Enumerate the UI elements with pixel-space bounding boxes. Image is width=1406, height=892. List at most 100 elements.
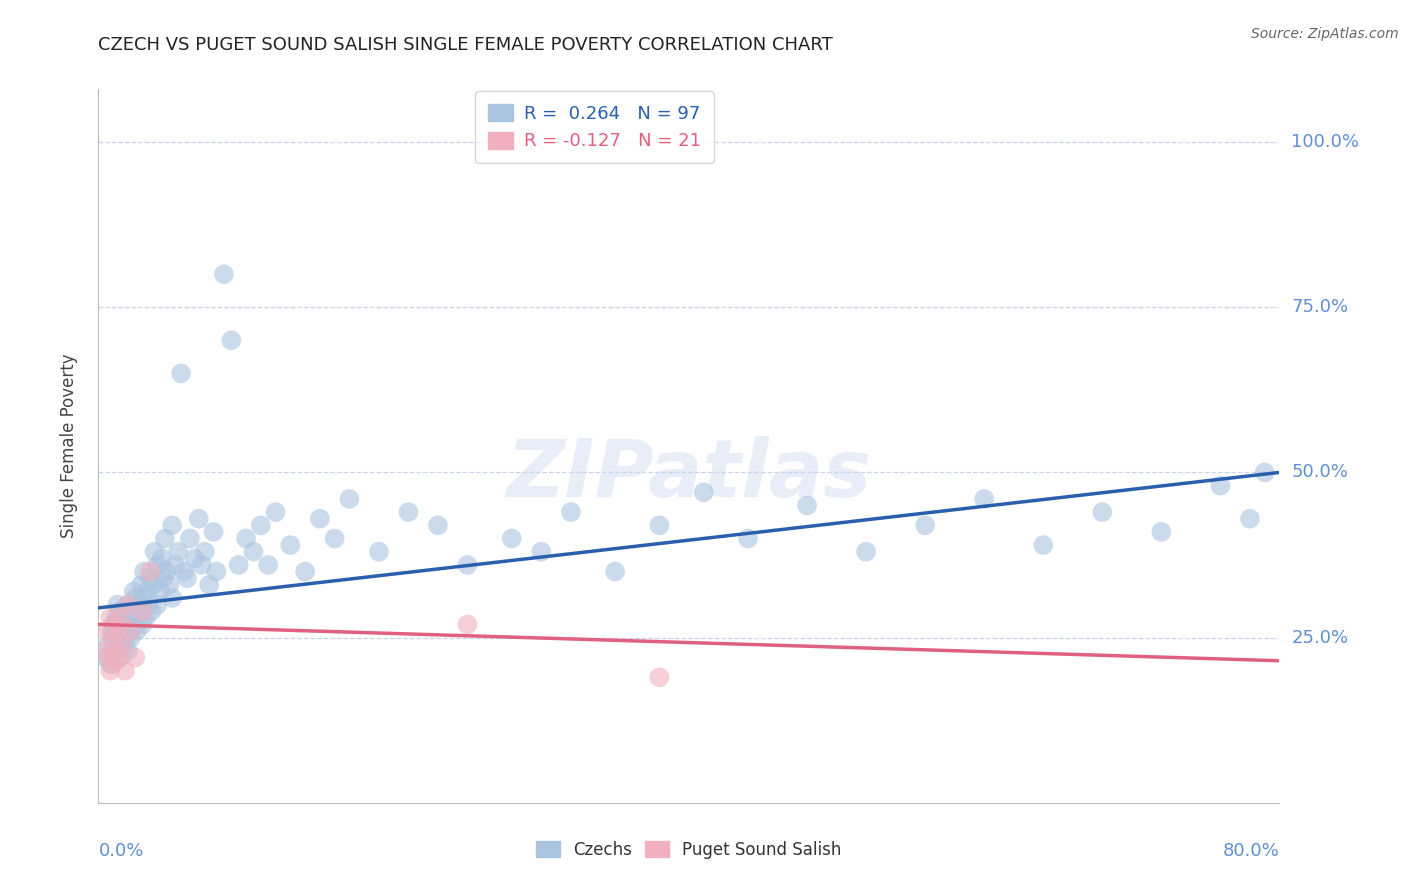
Point (309, 511, 332, 525)
Point (1239, 511, 1261, 525)
Point (103, 657, 125, 671)
Point (132, 617, 155, 632)
Point (264, 505, 287, 519)
Point (94, 650, 117, 665)
Text: ZIPatlas: ZIPatlas (506, 435, 872, 514)
Point (100, 624, 122, 638)
Point (191, 558, 214, 572)
Point (128, 604, 150, 618)
Text: 75.0%: 75.0% (1291, 298, 1348, 317)
Point (132, 604, 155, 618)
Point (97, 637, 120, 651)
Point (100, 631, 122, 645)
Point (108, 624, 131, 638)
Point (167, 545, 190, 559)
Point (198, 578, 221, 592)
Point (973, 491, 995, 506)
Point (98, 657, 121, 671)
Point (129, 578, 152, 592)
Point (737, 532, 759, 546)
Point (176, 571, 198, 585)
Point (337, 491, 360, 506)
Point (250, 518, 273, 533)
Point (143, 545, 166, 559)
Point (150, 551, 173, 566)
Point (139, 565, 162, 579)
Text: 25.0%: 25.0% (1291, 629, 1348, 647)
Point (1032, 538, 1054, 552)
Point (165, 558, 187, 572)
Point (368, 545, 391, 559)
Point (121, 611, 143, 625)
Point (142, 578, 165, 592)
Point (212, 267, 235, 281)
Point (96, 624, 118, 638)
Point (456, 617, 478, 632)
Point (605, 565, 627, 579)
Point (914, 518, 936, 533)
Point (162, 591, 183, 605)
Point (135, 611, 157, 625)
Point (107, 598, 129, 612)
Point (141, 604, 163, 618)
Point (114, 664, 136, 678)
Point (187, 511, 209, 525)
Point (103, 617, 125, 632)
Point (132, 591, 155, 605)
Point (179, 532, 201, 546)
Point (117, 644, 139, 658)
Point (117, 598, 139, 612)
Point (120, 631, 142, 645)
Point (97, 650, 120, 665)
Point (153, 532, 176, 546)
Point (194, 545, 217, 559)
Point (162, 518, 183, 533)
Point (94, 644, 117, 658)
Point (120, 624, 142, 638)
Text: 80.0%: 80.0% (1223, 842, 1279, 860)
Point (107, 637, 129, 651)
Point (124, 591, 146, 605)
Point (170, 367, 193, 381)
Point (98, 611, 121, 625)
Point (107, 624, 129, 638)
Point (136, 584, 159, 599)
Point (115, 617, 138, 632)
Point (1209, 478, 1232, 492)
Point (155, 565, 177, 579)
Point (124, 617, 146, 632)
Point (111, 631, 134, 645)
Point (110, 650, 132, 665)
Point (257, 558, 280, 572)
Point (205, 565, 228, 579)
Point (98, 664, 121, 678)
Point (1150, 524, 1173, 539)
Point (117, 598, 139, 612)
Point (149, 584, 172, 599)
Text: CZECH VS PUGET SOUND SALISH SINGLE FEMALE POVERTY CORRELATION CHART: CZECH VS PUGET SOUND SALISH SINGLE FEMAL… (98, 36, 834, 54)
Point (104, 617, 127, 632)
Point (146, 598, 169, 612)
Point (111, 637, 134, 651)
Point (120, 604, 142, 618)
Point (108, 650, 131, 665)
Point (125, 624, 148, 638)
Point (103, 644, 125, 658)
Point (693, 485, 716, 500)
Point (396, 505, 419, 519)
Point (183, 551, 205, 566)
Point (138, 598, 160, 612)
Point (146, 558, 169, 572)
Point (855, 545, 877, 559)
Point (648, 670, 671, 684)
Point (648, 518, 671, 533)
Point (501, 532, 523, 546)
Point (219, 333, 242, 347)
Point (202, 524, 225, 539)
Point (134, 565, 156, 579)
Point (124, 650, 146, 665)
Point (796, 499, 818, 513)
Point (122, 584, 145, 599)
Text: 50.0%: 50.0% (1291, 464, 1348, 482)
Point (105, 644, 128, 658)
